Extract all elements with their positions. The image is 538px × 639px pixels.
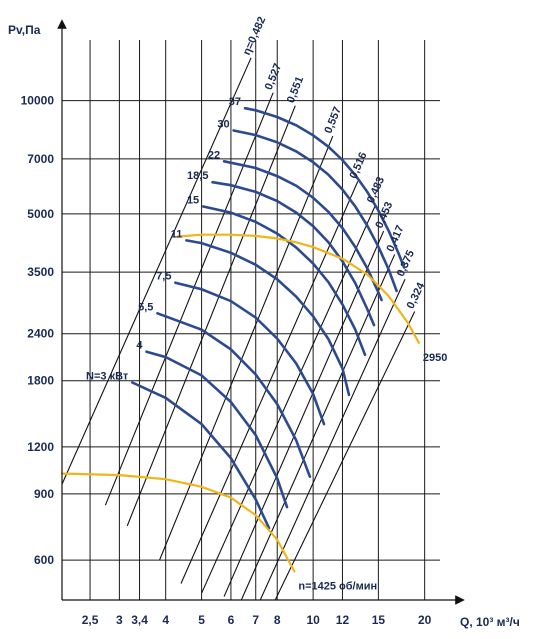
efficiency-line-0-516 [180, 181, 359, 584]
y-tick-label: 2400 [27, 327, 54, 341]
power-curve-label-30: 30 [217, 119, 229, 131]
x-tick-label: 4 [162, 613, 169, 627]
power-curve-15 [201, 205, 367, 357]
speed-curve-n-1425-об-мин [60, 472, 296, 573]
x-tick-label: 10 [306, 613, 320, 627]
x-tick-label: 15 [372, 613, 386, 627]
x-tick-label: 5 [198, 613, 205, 627]
power-curve-label-11: 11 [171, 228, 183, 240]
speed-curves [60, 233, 420, 573]
x-tick-label: 6 [228, 613, 235, 627]
speed-curve-label-2950: 2950 [423, 352, 447, 364]
speed-curve-2950 [176, 233, 420, 344]
y-tick-label: 3500 [27, 265, 54, 279]
x-tick-label: 7 [252, 613, 259, 627]
y-tick-label: 600 [34, 553, 54, 567]
power-curve-4 [145, 350, 289, 509]
efficiency-label-0-453: 0,453 [373, 200, 395, 230]
y-tick-label: 5000 [27, 207, 54, 221]
tick-labels: 2,5 3 3,4 4 5 6 7 8 10 12 15 20 600 900 1200 1800 2400 35… [21, 94, 432, 627]
power-curve-37 [243, 106, 406, 269]
y-tick-label: 1800 [27, 374, 54, 388]
y-axis-title: Pv,Па [8, 23, 41, 37]
efficiency-line-0-453 [223, 230, 385, 597]
efficiency-line-0-417 [240, 254, 396, 600]
efficiency-line-0-551 [126, 105, 296, 527]
x-tick-label: 20 [418, 613, 432, 627]
y-tick-label: 900 [34, 487, 54, 501]
power-curve-22 [222, 160, 383, 302]
power-curve-7-5 [174, 281, 326, 426]
efficiency-line-0-324 [274, 311, 416, 600]
power-curve-label-4: 4 [136, 340, 143, 352]
x-tick-label: 12 [336, 613, 350, 627]
power-curve-label-37: 37 [229, 96, 241, 108]
power-curve-5-5 [156, 312, 312, 478]
power-curve-18-5 [211, 180, 376, 327]
y-tick-label: 1200 [27, 440, 54, 454]
x-tick-label: 3 [116, 613, 123, 627]
power-curve-label-22: 22 [208, 149, 220, 161]
power-curve-11 [185, 239, 351, 397]
y-tick-label: 7000 [27, 152, 54, 166]
x-tick-label: 3,4 [131, 613, 148, 627]
axes [57, 19, 465, 605]
power-curve-label-15: 15 [187, 195, 199, 207]
power-curve-n-3-квт [131, 381, 271, 530]
efficiency-label-0-516: 0,516 [348, 151, 370, 181]
efficiency-lines [62, 57, 416, 600]
efficiency-line-0-375 [259, 279, 406, 600]
efficiency-label-0-482: η=0,482 [241, 15, 268, 57]
power-curves [131, 106, 406, 530]
speed-curve-label-n-1425-об-мин: n=1425 об/мин [298, 580, 377, 592]
power-curve-label-5-5: 5,5 [138, 301, 153, 313]
efficiency-line-0-527 [104, 92, 274, 506]
x-tick-label: 8 [274, 613, 281, 627]
efficiency-line-0-557 [159, 135, 334, 561]
efficiency-line-0-482 [62, 57, 252, 485]
y-tick-label: 10000 [21, 94, 55, 108]
efficiency-label-0-557: 0,557 [322, 105, 344, 135]
x-tick-label: 2,5 [82, 613, 99, 627]
power-curve-label-18-5: 18,5 [187, 170, 208, 182]
power-curve-label-7-5: 7,5 [156, 271, 171, 283]
power-curve-label-n-3-квт: N=3 кВт [86, 371, 129, 383]
power-curve-30 [232, 129, 398, 293]
efficiency-line-0-483 [201, 205, 376, 594]
efficiency-label-0-527: 0,527 [263, 62, 284, 92]
x-axis-title: Q, 10³ м³/ч [460, 615, 520, 629]
grid [62, 40, 440, 600]
